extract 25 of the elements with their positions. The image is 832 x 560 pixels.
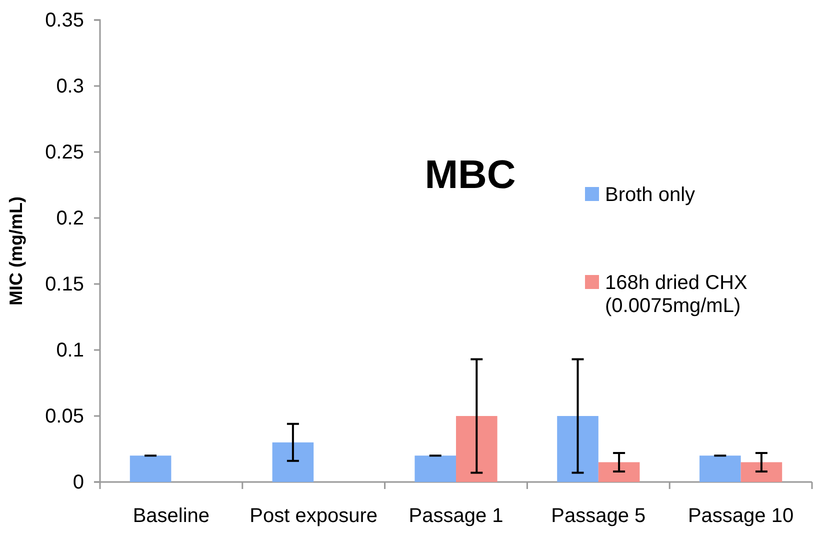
x-tick-label: Passage 1 — [408, 505, 504, 527]
y-tick-label: 0.3 — [56, 75, 84, 98]
legend-label: Broth only — [605, 184, 696, 206]
x-tick-label: Passage 10 — [688, 505, 794, 527]
y-axis-title: MIC (mg/mL) — [6, 196, 26, 306]
bar — [740, 462, 782, 482]
bar — [598, 462, 640, 482]
x-tick-label: Passage 5 — [551, 505, 646, 527]
x-tick-label: Baseline — [132, 505, 210, 527]
bar — [700, 456, 741, 482]
y-tick-label: 0.15 — [45, 273, 84, 296]
bar — [456, 416, 498, 482]
legend-label: 168h dried CHX (0.0075mg/mL) — [605, 272, 748, 317]
text: MBC — [424, 153, 516, 197]
bar — [130, 456, 172, 482]
y-tick-label: 0.1 — [56, 339, 84, 362]
y-tick-label: 0.25 — [45, 141, 84, 164]
y-tick-label: 0.05 — [45, 405, 84, 428]
bar — [557, 416, 598, 482]
x-tick-label: Post exposure — [250, 505, 378, 527]
bar — [414, 456, 456, 482]
y-tick-label: 0 — [72, 471, 84, 494]
y-tick-label: 0.35 — [45, 9, 84, 32]
y-tick-label: 0.2 — [56, 207, 84, 230]
bar — [272, 442, 314, 482]
